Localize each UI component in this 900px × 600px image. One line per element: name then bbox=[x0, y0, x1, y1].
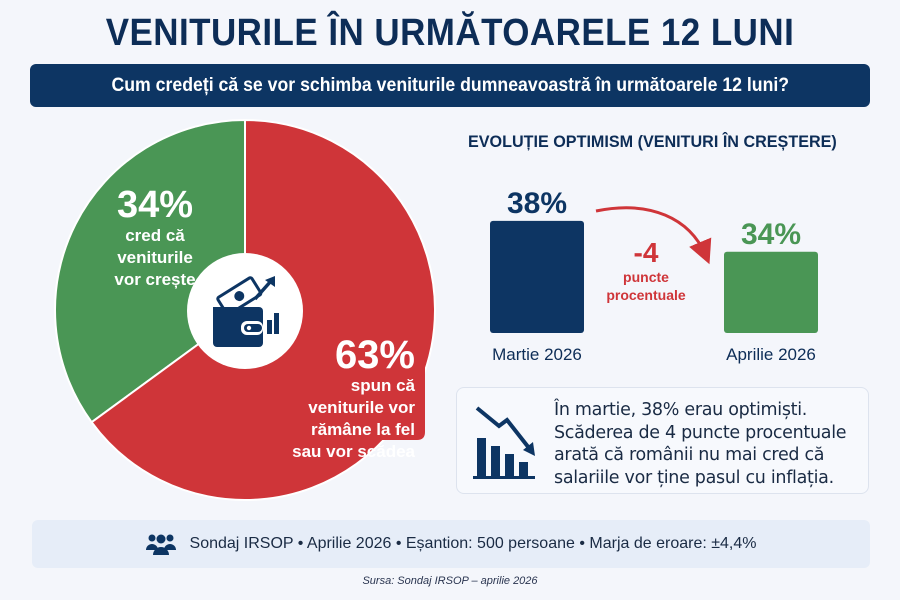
question-banner: Cum credeți că se vor schimba veniturile… bbox=[30, 64, 870, 107]
insight-box: În martie, 38% erau optimiști. Scăderea … bbox=[456, 387, 869, 494]
pie-slice-grow bbox=[54, 118, 246, 424]
change-unit-line1: puncte bbox=[623, 269, 669, 285]
survey-info-text: Sondaj IRSOP • Aprilie 2026 • Eșantion: … bbox=[189, 535, 757, 552]
bar-martie bbox=[490, 220, 584, 333]
bar-value-label: 38% bbox=[507, 187, 567, 220]
bar-value-label: 34% bbox=[741, 218, 801, 251]
red-label-callout bbox=[360, 360, 425, 440]
page-title: VENITURILE ÎN URMĂTOARELE 12 LUNI bbox=[105, 12, 795, 54]
green-slice-desc-line: cred că bbox=[125, 226, 185, 245]
source-note: Sursa: Sondaj IRSOP – aprilie 2026 bbox=[362, 575, 538, 587]
bar-aprilie bbox=[724, 251, 818, 333]
change-unit-line2: procentuale bbox=[606, 287, 686, 303]
bar-chart-title: EVOLUȚIE OPTIMISM (VENITURI ÎN CREȘTERE) bbox=[468, 132, 837, 151]
change-arrow bbox=[595, 206, 712, 265]
red-slice-desc-line: veniturile vor bbox=[308, 398, 415, 417]
pie-center-circle bbox=[187, 253, 303, 369]
red-slice-desc-line: sau vor scădea bbox=[292, 442, 415, 461]
red-slice-desc-line: rămâne la fel bbox=[311, 420, 415, 439]
insight-line: În martie, 38% erau optimiști. bbox=[554, 400, 808, 420]
red-slice-desc-line: spun că bbox=[350, 376, 415, 395]
survey-info-bar: Sondaj IRSOP • Aprilie 2026 • Eșantion: … bbox=[32, 520, 870, 568]
insight-line: Scăderea de 4 puncte procentuale bbox=[554, 422, 847, 443]
green-slice-percent: 34% bbox=[116, 184, 194, 226]
insight-text: În martie, 38% erau optimiști. Scăderea … bbox=[554, 399, 864, 489]
wallet-money-growth-icon bbox=[213, 276, 279, 347]
bar-category-label: Martie 2026 bbox=[492, 345, 582, 364]
green-slice-desc-line: veniturile bbox=[117, 248, 193, 267]
insight-line: arată că românii nu mai cred că bbox=[554, 445, 825, 465]
green-slice-label: 34% cred că veniturile vor crește bbox=[95, 185, 215, 291]
bar-category-label: Aprilie 2026 bbox=[726, 345, 816, 364]
green-slice-desc-line: vor crește bbox=[114, 270, 196, 289]
red-slice-percent: 63% bbox=[334, 333, 415, 377]
question-text: Cum credeți că se vor schimba veniturile… bbox=[111, 74, 789, 96]
people-group-icon bbox=[145, 534, 176, 555]
insight-line: salariile vor ține pasul cu inflația. bbox=[554, 467, 834, 488]
red-slice-label: 63% spun că veniturile vor rămâne la fel… bbox=[285, 335, 415, 463]
change-value: -4 bbox=[634, 237, 659, 268]
declining-bar-chart-icon bbox=[473, 406, 535, 479]
